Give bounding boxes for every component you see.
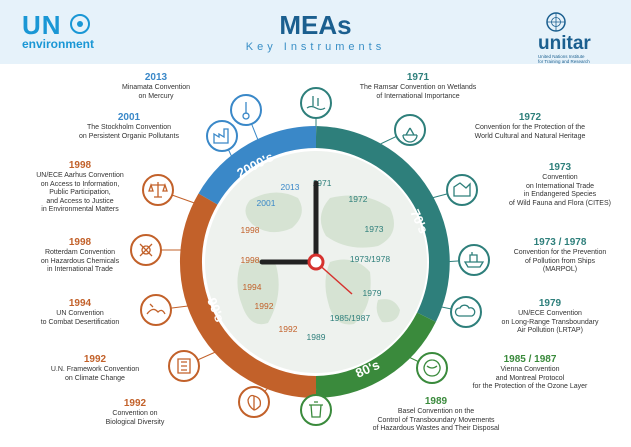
hand-hub [307,253,325,271]
desert-icon [140,294,172,326]
dial-year-label: 1972 [349,194,368,204]
wetland-icon [300,87,332,119]
dial-year-labels: 1971 1972 1973 1973/1978 1979 1985/1987 1989 19… [241,178,391,342]
convention-name: The Stockholm Convention on Persistent O… [79,124,179,140]
unitar-logo: unitar United Nations Institute for Trai… [538,12,623,65]
convention-name: Minamata Convention on Mercury [121,84,191,100]
convention-right-0: 1971 The Ramsar Convention on Wetlands of… [338,72,498,101]
ship-icon [458,244,490,276]
convention-year: 1998 [68,237,92,248]
dial-year-label: 1998 [241,255,260,265]
un-logo-text: UN [22,10,62,40]
convention-left-4: 1994 UN Convention to Combat Desertificat… [10,298,150,327]
page-title: MEAs [279,10,352,40]
convention-year: 1972 [518,112,542,123]
world-map-icon [237,192,400,325]
convention-left-3: 1998 Rotterdam Convention on Hazardous Ch… [10,237,150,275]
ring-segment-2000s [198,126,317,205]
ring-segment-80s [315,311,436,398]
convention-year: 1989 [424,396,448,407]
dial-year-label: 1989 [307,332,326,342]
dial-year-label: 1992 [279,324,298,334]
dial-year-label: 1973 [365,224,384,234]
convention-year: 1992 [123,398,147,409]
convention-left-5: 1992 U.N. Framework Convention on Climate… [20,354,170,383]
convention-right-3: 1973 / 1978 Convention for the Prevention… [490,237,630,275]
convention-name: U.N. Framework Convention on Climate Cha… [50,366,140,382]
un-logo-subtext: environment [22,37,95,51]
convention-left-0: 2013 Minamata Convention on Mercury [72,72,240,101]
ring-segment-90s [179,193,317,398]
page-subtitle: Key Instruments [245,41,386,53]
cites-icon [446,174,478,206]
convention-year: 1973 / 1978 [533,237,587,248]
heritage-icon [394,114,426,146]
convention-name: Vienna Convention and Montreal Protocol … [472,366,588,390]
dial-year-label: 1992 [255,301,274,311]
convention-right-4: 1979 UN/ECE Convention on Long-Range Tran… [470,298,630,336]
un-environment-logo: UN environment [22,12,94,51]
dial-year-label: 2013 [281,182,300,192]
dial-year-label: 1979 [363,288,382,298]
convention-left-6: 1992 Convention on Biological Diversity [60,398,210,427]
ring-segment-70s [315,126,450,322]
convention-year: 2001 [117,112,141,123]
convention-left-2: 1998 UN/ECE Aarhus Convention on Access t… [10,160,150,215]
title-block: MEAs Key Instruments [0,10,631,54]
convention-year: 2013 [144,72,168,83]
climate-icon [168,350,200,382]
convention-left-1: 2001 The Stockholm Convention on Persiste… [44,112,214,141]
leaf-icon [238,386,270,418]
dial-year-label: 1985/1987 [330,313,370,323]
convention-name: Rotterdam Convention on Hazardous Chemic… [40,249,120,273]
convention-name: Convention for the Prevention of Polluti… [513,249,607,273]
ozone-icon [416,352,448,384]
dial-year-label: 1994 [243,282,262,292]
convention-year: 1994 [68,298,92,309]
convention-name: UN Convention to Combat Desertification [40,310,120,326]
clock-hands [259,180,353,295]
unitar-name: unitar [538,33,591,54]
scales-icon [142,174,174,206]
convention-name: Basel Convention on the Control of Trans… [372,408,500,432]
dial-year-label: 1998 [241,225,260,235]
cloud-icon [450,296,482,328]
dial-year-label: 2001 [257,198,276,208]
decade-ring [179,126,450,398]
header-band [0,0,631,64]
convention-year: 1971 [406,72,430,83]
convention-name: UN/ECE Convention on Long-Range Transbou… [501,310,599,334]
convention-right-2: 1973 Convention on International Trade in… [490,162,630,208]
convention-name: The Ramsar Convention on Wetlands of Int… [359,84,477,100]
hazard-icon [130,234,162,266]
convention-name: UN/ECE Aarhus Convention on Access to In… [36,172,124,213]
thermometer-icon [230,94,262,126]
waste-bin-icon [300,394,332,426]
convention-right-6: 1989 Basel Convention on the Control of T… [336,396,536,434]
unitar-sub-1: United Nations Institute [538,54,585,59]
dial-year-label: 1971 [313,178,332,188]
factory-icon [206,120,238,152]
convention-year: 1973 [548,162,572,173]
convention-year: 1979 [538,298,562,309]
convention-name: Convention on Biological Diversity [105,410,165,426]
convention-year: 1985 / 1987 [503,354,557,365]
convention-name: Convention for the Protection of the Wor… [474,124,586,140]
dial-year-label: 1973/1978 [350,254,390,264]
convention-name: Convention on International Trade in End… [509,174,611,207]
convention-year: 1998 [68,160,92,171]
convention-right-5: 1985 / 1987 Vienna Convention and Montrea… [430,354,630,392]
convention-right-1: 1972 Convention for the Protection of the… [440,112,620,141]
convention-year: 1992 [83,354,107,365]
convention-icons [130,87,490,426]
unitar-sub-2: for Training and Research [538,59,590,64]
